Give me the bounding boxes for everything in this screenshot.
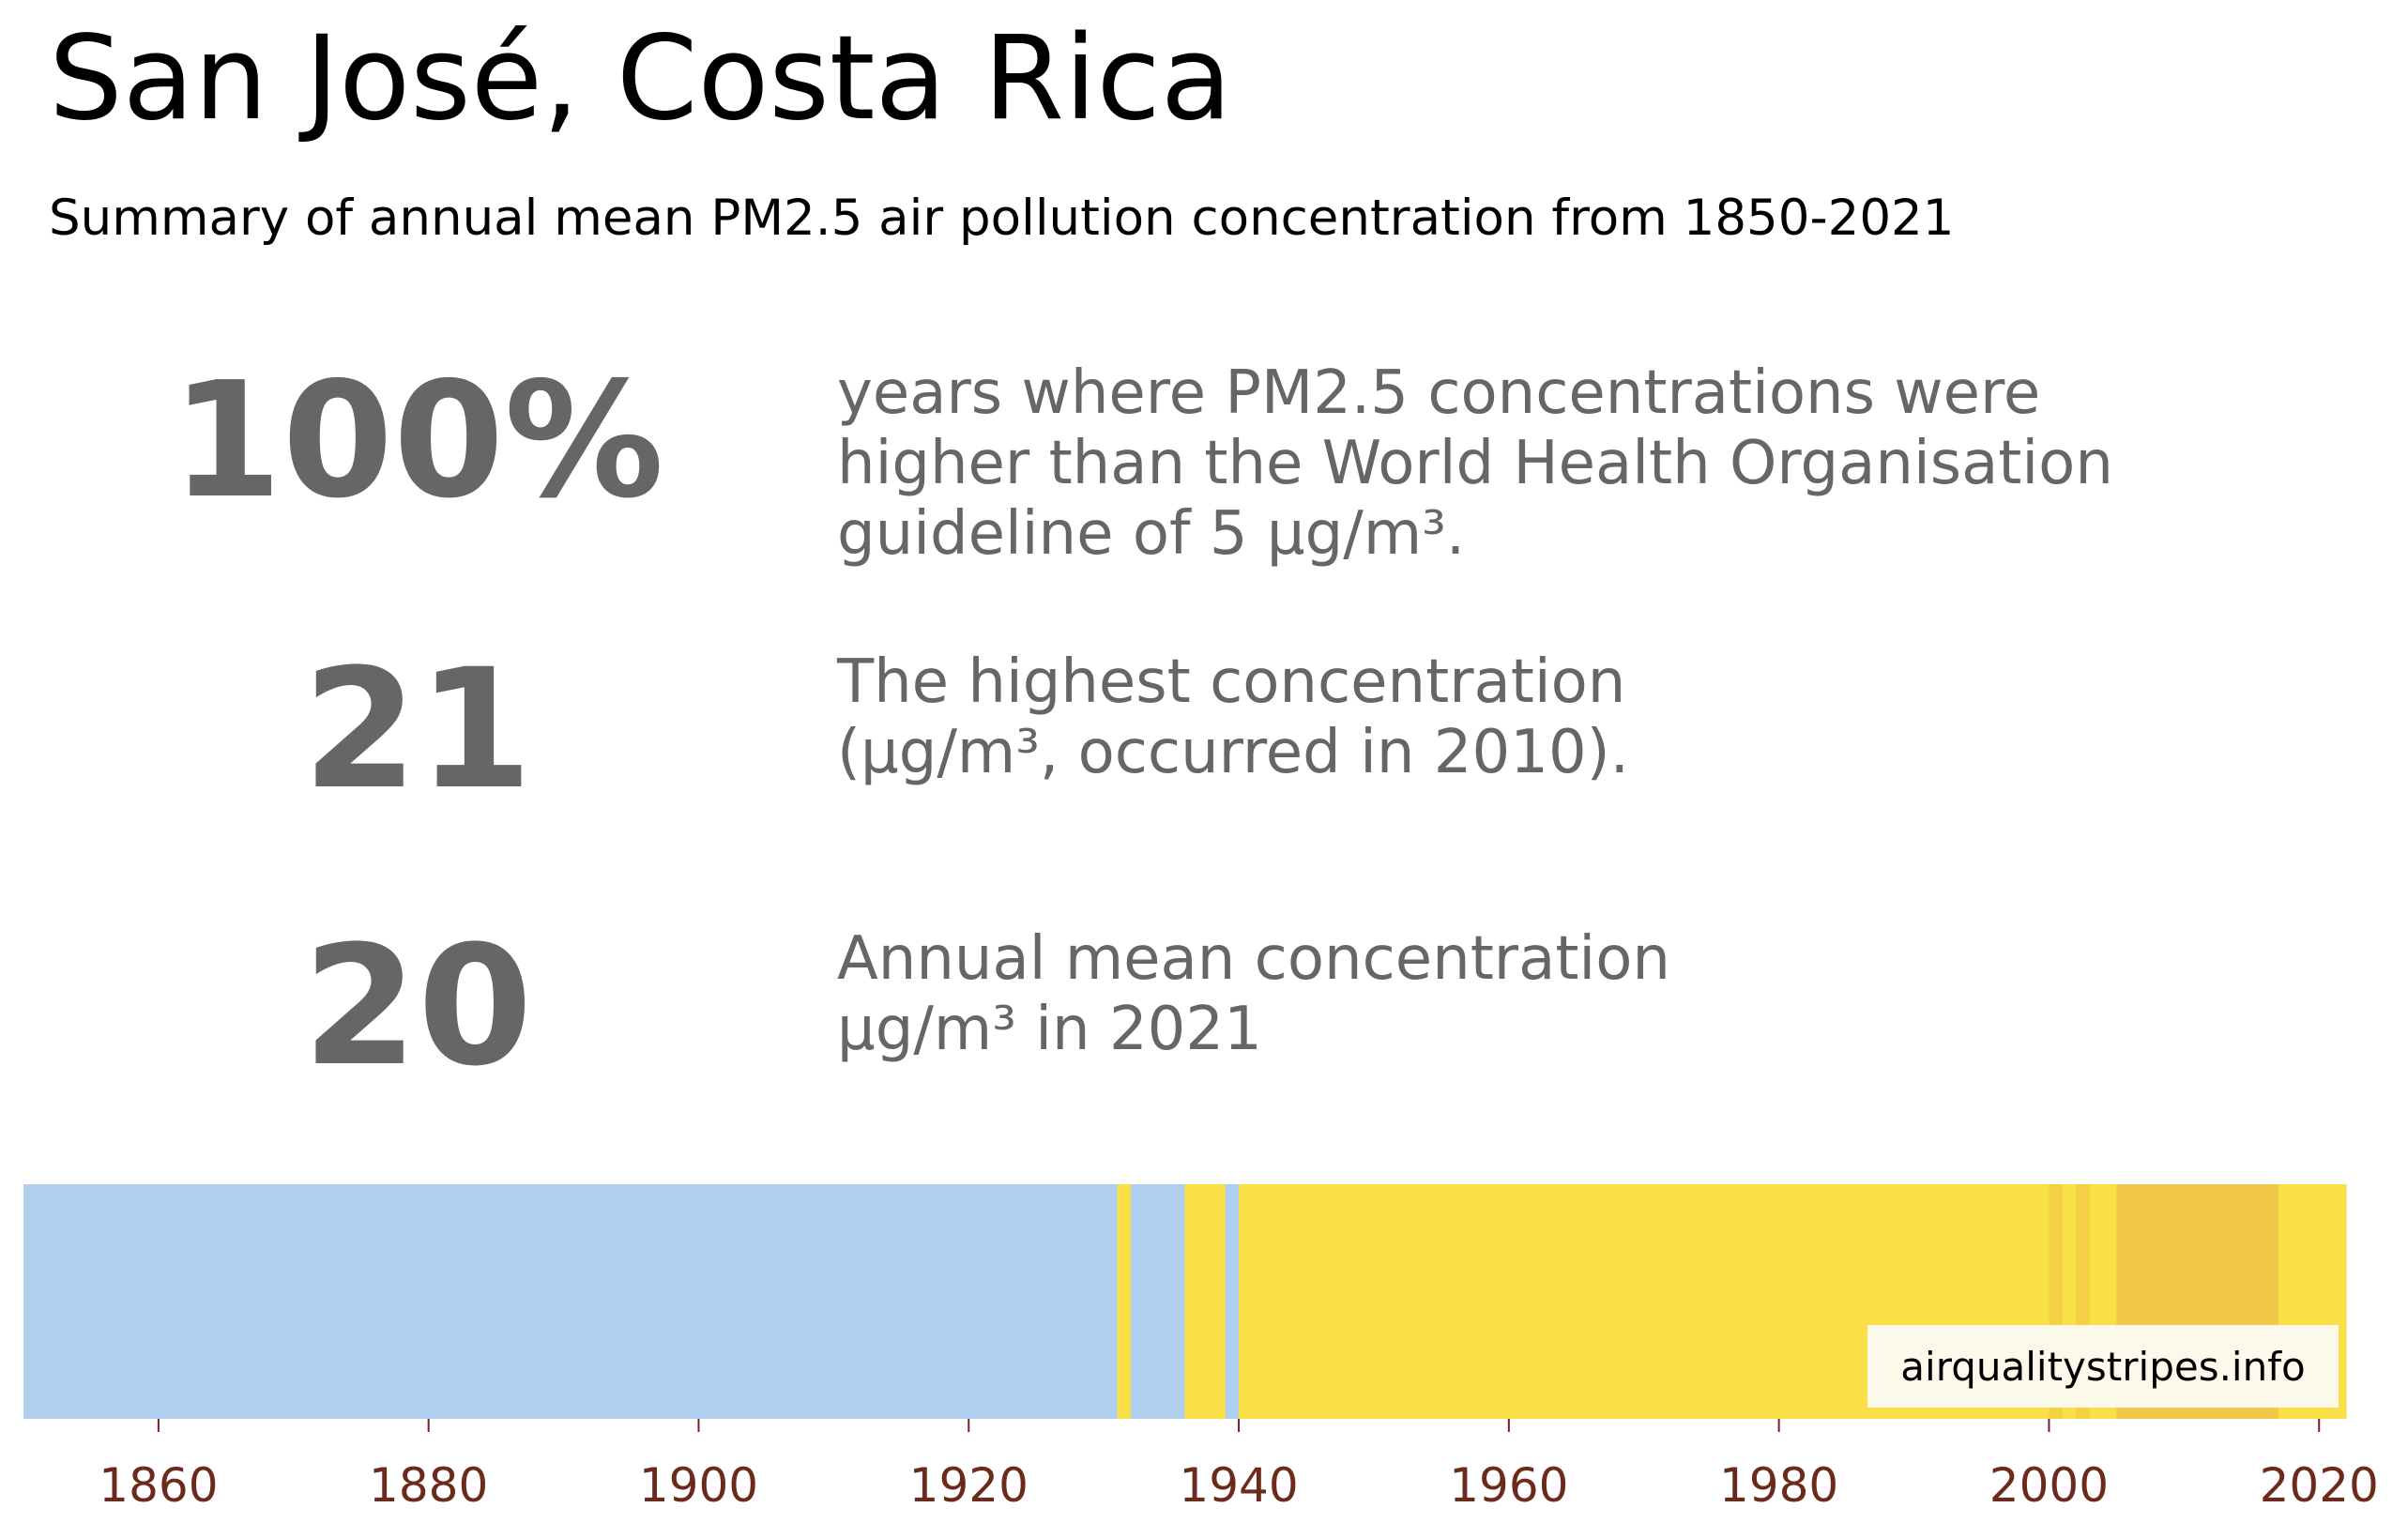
stat-description-years-exceeding: years where PM2.5 concentrations were hi… bbox=[837, 358, 2113, 570]
stat-description-highest-concentration: The highest concentration (µg/m³, occurr… bbox=[837, 647, 1629, 788]
stat-description-line: (µg/m³, occurred in 2010). bbox=[837, 718, 1629, 787]
x-tick-label: 1900 bbox=[639, 1458, 758, 1513]
stat-value-years-exceeding: 100% bbox=[171, 348, 664, 534]
stat-value-annual-mean: 20 bbox=[302, 910, 533, 1103]
x-tick-label: 1940 bbox=[1179, 1458, 1298, 1513]
x-tick-label: 2000 bbox=[1989, 1458, 2109, 1513]
stat-description-annual-mean: Annual mean concentration µg/m³ in 2021 bbox=[837, 924, 1670, 1065]
x-axis-ticks: 1860 1880 1900 1920 1940 1960 1980 2000 2020 bbox=[99, 1419, 2379, 1513]
stat-description-line: Annual mean concentration bbox=[837, 924, 1670, 994]
stat-description-line: guideline of 5 µg/m³. bbox=[837, 499, 1466, 569]
stat-value-highest-concentration: 21 bbox=[302, 633, 533, 826]
stripe-segment bbox=[1130, 1184, 1186, 1419]
page-subtitle: Summary of annual mean PM2.5 air polluti… bbox=[49, 190, 1955, 247]
x-tick-label: 1880 bbox=[369, 1458, 488, 1513]
page-title: San José, Costa Rica bbox=[49, 11, 1232, 146]
stat-description-line: The highest concentration bbox=[837, 647, 1626, 717]
x-tick-label: 2020 bbox=[2260, 1458, 2379, 1513]
watermark-label: airqualitystripes.info bbox=[1867, 1325, 2339, 1408]
stripe-segment bbox=[1117, 1184, 1132, 1419]
stripe-segment bbox=[1225, 1184, 1240, 1419]
x-tick-label: 1920 bbox=[909, 1458, 1029, 1513]
stripe-segment bbox=[1184, 1184, 1227, 1419]
x-tick-label: 1860 bbox=[99, 1458, 218, 1513]
stat-description-line: µg/m³ in 2021 bbox=[837, 995, 1262, 1064]
stat-description-line: higher than the World Health Organisatio… bbox=[837, 429, 2113, 498]
stat-description-line: years where PM2.5 concentrations were bbox=[837, 358, 2041, 428]
x-tick-label: 1960 bbox=[1449, 1458, 1568, 1513]
stripe-segment bbox=[23, 1184, 1119, 1419]
x-tick-label: 1980 bbox=[1719, 1458, 1838, 1513]
